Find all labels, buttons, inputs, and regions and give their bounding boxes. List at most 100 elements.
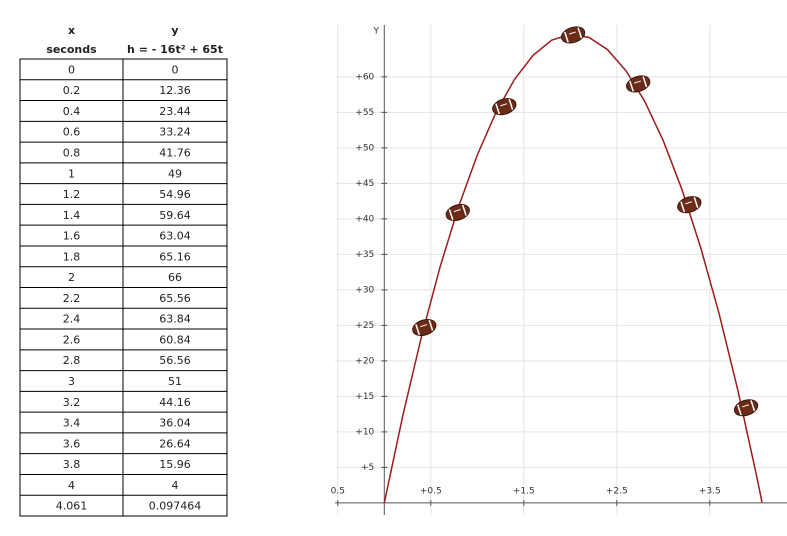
table-cell: 0.4 [63,105,81,118]
table-cell: 1.8 [63,250,81,263]
table-cell: 1.6 [63,230,81,243]
football-stripe [564,31,569,43]
table-cell: 2.4 [63,313,81,326]
y-tick-label: +60 [355,72,374,82]
table-cell: 49 [168,167,182,180]
football-body [560,26,586,44]
football-body [733,399,759,417]
football-stripe [462,204,467,216]
football-lace [420,324,428,328]
football-body [677,196,702,214]
table-cell: 3.8 [63,458,81,471]
football [560,26,586,44]
table-subheader: seconds [46,43,97,56]
table-cell: 36.04 [159,417,191,430]
table-cell: 0 [68,63,75,76]
table-cell: 3.2 [63,396,81,409]
y-tick-label: +25 [355,321,374,331]
football [492,98,517,116]
table-cell: 65.56 [159,292,191,305]
table-cell: 0.097464 [149,500,202,513]
football-stripe [642,76,648,88]
table-cell: 41.76 [159,146,191,159]
table-cell: 33.24 [159,126,191,139]
x-tick-label: +1.5 [513,486,535,496]
y-axis-label: Y [373,27,380,37]
x-tick-label: 0.5 [331,486,345,496]
football [412,318,437,337]
y-tick-label: +40 [355,214,374,224]
table-cell: 3.4 [63,417,81,430]
y-tick-label: +30 [355,285,374,295]
table-cell: 54.96 [159,188,191,201]
table-cell: 23.44 [159,105,191,118]
table-cell: 2.6 [63,333,81,346]
y-tick-label: +55 [355,108,374,118]
table-header: x [68,24,75,37]
curve [383,33,763,504]
table-cell: 4 [68,479,75,492]
table-subheader: h = - 16t² + 65t [127,43,223,56]
table-cell: 0.2 [63,84,81,97]
football-stripe [693,197,699,208]
football-lace [568,31,576,35]
football-stripe [428,319,434,331]
football-stripe [508,99,514,110]
table-cell: 12.36 [159,84,191,97]
table-cell: 63.04 [159,230,191,243]
football-stripe [448,209,454,221]
table-cell: 2.2 [63,292,81,305]
table-cell: 4 [172,479,179,492]
football-body [445,203,470,222]
football-stripe [495,103,501,115]
table-cell: 4.061 [56,500,88,513]
table-cell: 66 [168,271,182,284]
y-tick-label: +15 [355,392,374,402]
table-cell: 51 [168,375,182,388]
table-cell: 0.6 [63,126,81,139]
football-body [412,318,437,337]
table-cell: 0 [172,63,179,76]
table-cell: 60.84 [159,333,191,346]
table-cell: 26.64 [159,437,191,450]
football [445,203,470,222]
table-cell: 1.2 [63,188,81,201]
football-lace [634,80,642,84]
table-cell: 2 [68,271,75,284]
table-cell: 59.64 [159,209,191,222]
football-stripe [577,27,583,39]
table-cell: 1 [68,167,75,180]
table-cell: 63.84 [159,313,191,326]
table-cell: 44.16 [159,396,191,409]
football-stripe [750,400,756,412]
football-lace [500,103,508,107]
football [733,399,759,417]
football-lace [453,209,461,213]
y-tick-label: +5 [361,463,374,473]
x-tick-label: +2.5 [606,486,628,496]
table-cell: 3 [68,375,75,388]
y-tick-label: +45 [355,179,374,189]
y-tick-label: +10 [355,427,374,437]
x-tick-label: +3.5 [699,486,721,496]
football-stripe [629,80,634,92]
table-header: y [171,24,178,37]
table-cell: 2.8 [63,354,81,367]
table-cell: 65.16 [159,250,191,263]
football [677,196,702,214]
football-stripe [415,324,421,336]
y-tick-label: +35 [355,250,374,260]
y-tick-label: +20 [355,356,374,366]
football-lace [685,201,693,205]
table-cell: 3.6 [63,437,81,450]
y-tick-label: +50 [355,143,374,153]
football [626,75,651,93]
table-cell: 56.56 [159,354,191,367]
football-stripe [680,201,686,213]
table-cell: 15.96 [159,458,191,471]
football-stripe [737,404,742,416]
football-lace [741,404,749,408]
x-tick-label: +0.5 [420,486,442,496]
table-cell: 1.4 [63,209,81,222]
